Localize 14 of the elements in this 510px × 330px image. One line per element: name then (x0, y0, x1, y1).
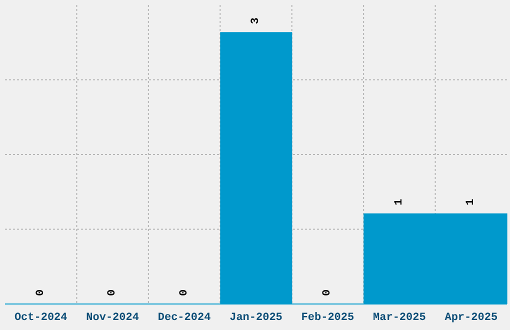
x-tick-label: Apr-2025 (444, 312, 498, 324)
x-tick-label: Jan-2025 (230, 312, 283, 324)
x-tick-label: Dec-2024 (158, 312, 212, 324)
data-label: 0 (106, 289, 119, 296)
x-tick-label: Feb-2025 (301, 312, 355, 324)
data-label: 3 (250, 17, 262, 24)
data-label: 1 (393, 198, 406, 206)
data-label: 0 (178, 289, 190, 296)
data-label: 0 (34, 289, 47, 296)
x-tick-label: Nov-2024 (86, 312, 140, 324)
data-label: 0 (322, 289, 334, 296)
x-tick-label: Oct-2024 (14, 312, 68, 324)
x-tick-label: Mar-2025 (373, 312, 426, 324)
data-label: 1 (465, 198, 478, 206)
